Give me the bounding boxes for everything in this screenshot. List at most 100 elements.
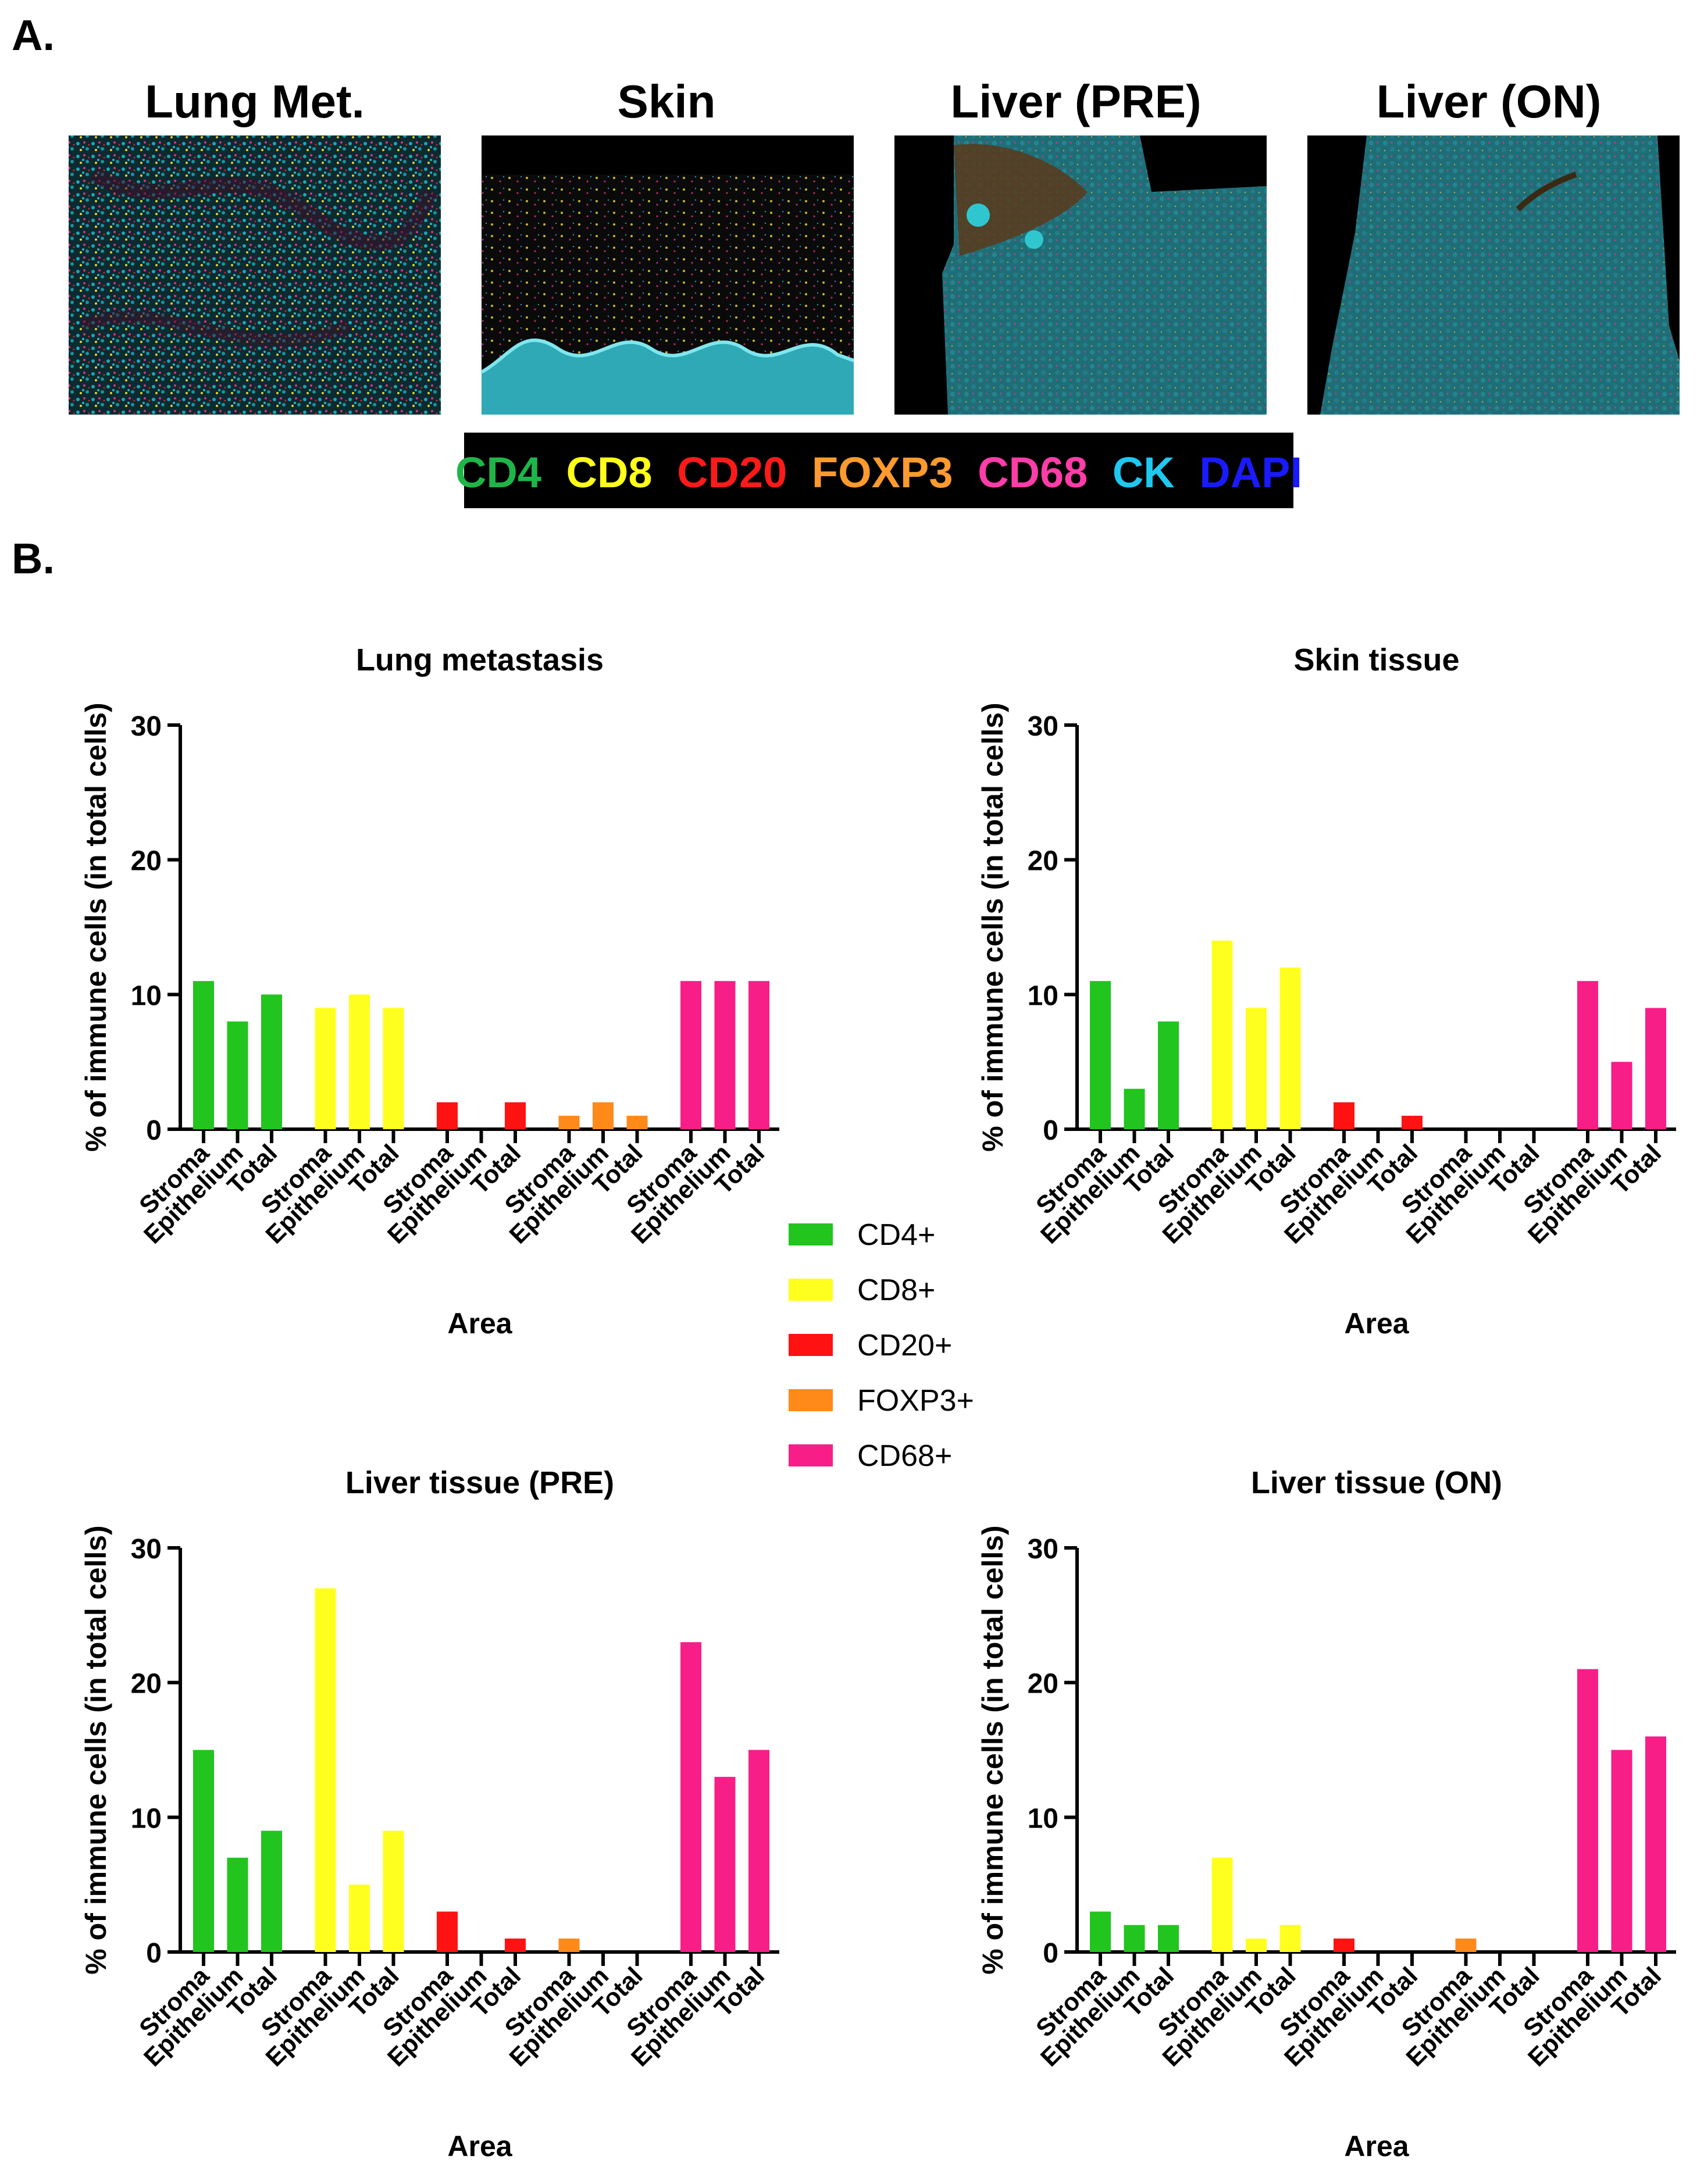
bar-cd4-epithelium: [227, 1857, 248, 1952]
bar-cd68-stroma: [1577, 1669, 1598, 1952]
panel-label-b: B.: [12, 534, 55, 583]
marker-label-cd20: CD20: [677, 448, 787, 497]
y-tick-label: 10: [131, 1803, 162, 1834]
chart-title: Lung metastasis: [356, 643, 604, 677]
marker-label-ck: CK: [1113, 448, 1175, 497]
bar-cd68-stroma: [680, 981, 701, 1129]
bar-cd8-stroma: [1211, 1857, 1233, 1952]
chart-title: Skin tissue: [1293, 643, 1459, 677]
marker-label-cd8: CD8: [566, 448, 653, 497]
bar-cd20-stroma: [1334, 1102, 1354, 1129]
bar-cd4-stroma: [193, 981, 214, 1129]
bar-cd68-stroma: [680, 1642, 701, 1952]
marker-label-dapi: DAPI: [1199, 448, 1302, 497]
y-tick-label: 0: [146, 1938, 162, 1969]
bar-cd68-epithelium: [1611, 1062, 1632, 1129]
marker-label-cd68: CD68: [978, 448, 1088, 497]
bar-foxp3-epithelium: [593, 1102, 614, 1129]
tissue-title-liver-on: Liver (ON): [1377, 76, 1602, 127]
bar-cd4-stroma: [1090, 981, 1111, 1129]
bar-cd68-epithelium: [714, 1776, 736, 1952]
bar-foxp3-total: [626, 1115, 648, 1129]
tissue-image-skin: [480, 135, 855, 415]
tissue-image-liver-on: [1307, 135, 1680, 415]
bar-cd68-stroma: [1577, 981, 1598, 1129]
y-tick-label: 0: [146, 1115, 162, 1146]
y-tick-label: 0: [1043, 1938, 1058, 1969]
chart-liver-pre: Liver tissue (PRE) 0 10 20 30 % of immune cel…: [80, 1465, 779, 2162]
legend-swatch-foxp3: [789, 1389, 833, 1411]
bar-cd4-total: [1158, 1021, 1179, 1129]
bar-cd4-total: [261, 1830, 282, 1952]
bar-cd4-epithelium: [227, 1021, 248, 1129]
bar-cd8-total: [1279, 1925, 1301, 1952]
bar-cd20-stroma: [1334, 1938, 1354, 1952]
chart-liver-on: Liver tissue (ON) 0 10 20 30 % of immune cell…: [976, 1465, 1676, 2162]
x-axis-label: Area: [1344, 1307, 1409, 1340]
bar-cd8-epithelium: [349, 1885, 370, 1952]
bar-cd8-stroma: [315, 1008, 336, 1129]
marker-legend: CD4 CD8 CD20 FOXP3 CD68 CK DAPI: [455, 448, 1302, 497]
bar-cd20-total: [505, 1102, 526, 1129]
y-tick-label: 10: [131, 980, 162, 1011]
y-tick-label: 30: [131, 1534, 162, 1565]
y-axis-label: % of immune cells (in total cells): [80, 1525, 112, 1974]
bar-cd8-epithelium: [1246, 1938, 1267, 1952]
tissue-title-lung: Lung Met.: [145, 76, 365, 127]
tissue-title-skin: Skin: [618, 76, 716, 127]
y-tick-label: 10: [1028, 980, 1058, 1011]
bar-cd8-total: [1279, 968, 1301, 1129]
bar-cd20-stroma: [437, 1102, 458, 1129]
marker-label-cd4: CD4: [455, 448, 541, 497]
bar-cd4-total: [1158, 1925, 1179, 1952]
y-tick-label: 20: [1028, 846, 1058, 877]
bar-cd68-total: [748, 981, 769, 1129]
y-tick-label: 30: [131, 711, 162, 742]
bar-cd68-epithelium: [714, 981, 736, 1129]
y-tick-label: 20: [131, 1669, 162, 1700]
bar-cd8-epithelium: [349, 994, 370, 1129]
chart-skin-tissue: Skin tissue 0 10 20 30 % of immune cells (in …: [976, 643, 1676, 1340]
bar-cd4-stroma: [193, 1750, 214, 1952]
legend-swatch-cd20: [789, 1334, 833, 1356]
y-tick-label: 20: [1028, 1669, 1058, 1700]
y-axis-label: % of immune cells (in total cells): [976, 1525, 1009, 1974]
bar-cd4-epithelium: [1124, 1089, 1145, 1129]
x-axis-label: Area: [447, 2130, 512, 2162]
bar-cd68-total: [1645, 1736, 1666, 1952]
bar-cd8-stroma: [1211, 940, 1233, 1129]
bar-cd20-total: [505, 1938, 526, 1952]
bar-cd68-total: [748, 1750, 769, 1952]
y-tick-label: 0: [1043, 1115, 1058, 1146]
legend-label-cd4: CD4+: [857, 1218, 935, 1252]
legend-label-cd20: CD20+: [857, 1329, 952, 1362]
bar-cd8-total: [383, 1008, 404, 1129]
legend-label-cd68: CD68+: [857, 1439, 952, 1473]
y-tick-label: 10: [1028, 1803, 1058, 1834]
x-axis-label: Area: [447, 1307, 512, 1340]
legend-label-cd8: CD8+: [857, 1273, 935, 1307]
y-axis-label: % of immune cells (in total cells): [80, 702, 112, 1151]
bar-cd8-stroma: [315, 1588, 336, 1952]
series-legend: CD4+ CD8+ CD20+ FOXP3+ CD68+: [789, 1218, 974, 1473]
bar-foxp3-stroma: [1455, 1938, 1477, 1952]
y-tick-label: 20: [131, 846, 162, 877]
marker-label-foxp3: FOXP3: [812, 448, 953, 497]
tissue-image-lung: [69, 135, 441, 415]
bar-cd68-epithelium: [1611, 1750, 1632, 1952]
x-axis-label: Area: [1344, 2130, 1409, 2162]
chart-title: Liver tissue (ON): [1251, 1465, 1502, 1500]
marker-legend-box: [464, 433, 1293, 508]
tissue-image-liver-pre: [894, 135, 1267, 415]
bar-cd20-total: [1402, 1115, 1423, 1129]
chart-title: Liver tissue (PRE): [345, 1465, 614, 1500]
legend-swatch-cd4: [789, 1223, 833, 1246]
bar-cd4-stroma: [1090, 1911, 1111, 1952]
y-tick-label: 30: [1028, 711, 1058, 742]
tissue-title-liver-pre: Liver (PRE): [950, 76, 1201, 127]
legend-swatch-cd8: [789, 1279, 833, 1301]
chart-lung-metastasis: Lung metastasis 0 10 20 30 % of immune cells …: [80, 643, 779, 1340]
panel-label-a: A.: [12, 11, 55, 59]
bar-foxp3-stroma: [558, 1115, 580, 1129]
